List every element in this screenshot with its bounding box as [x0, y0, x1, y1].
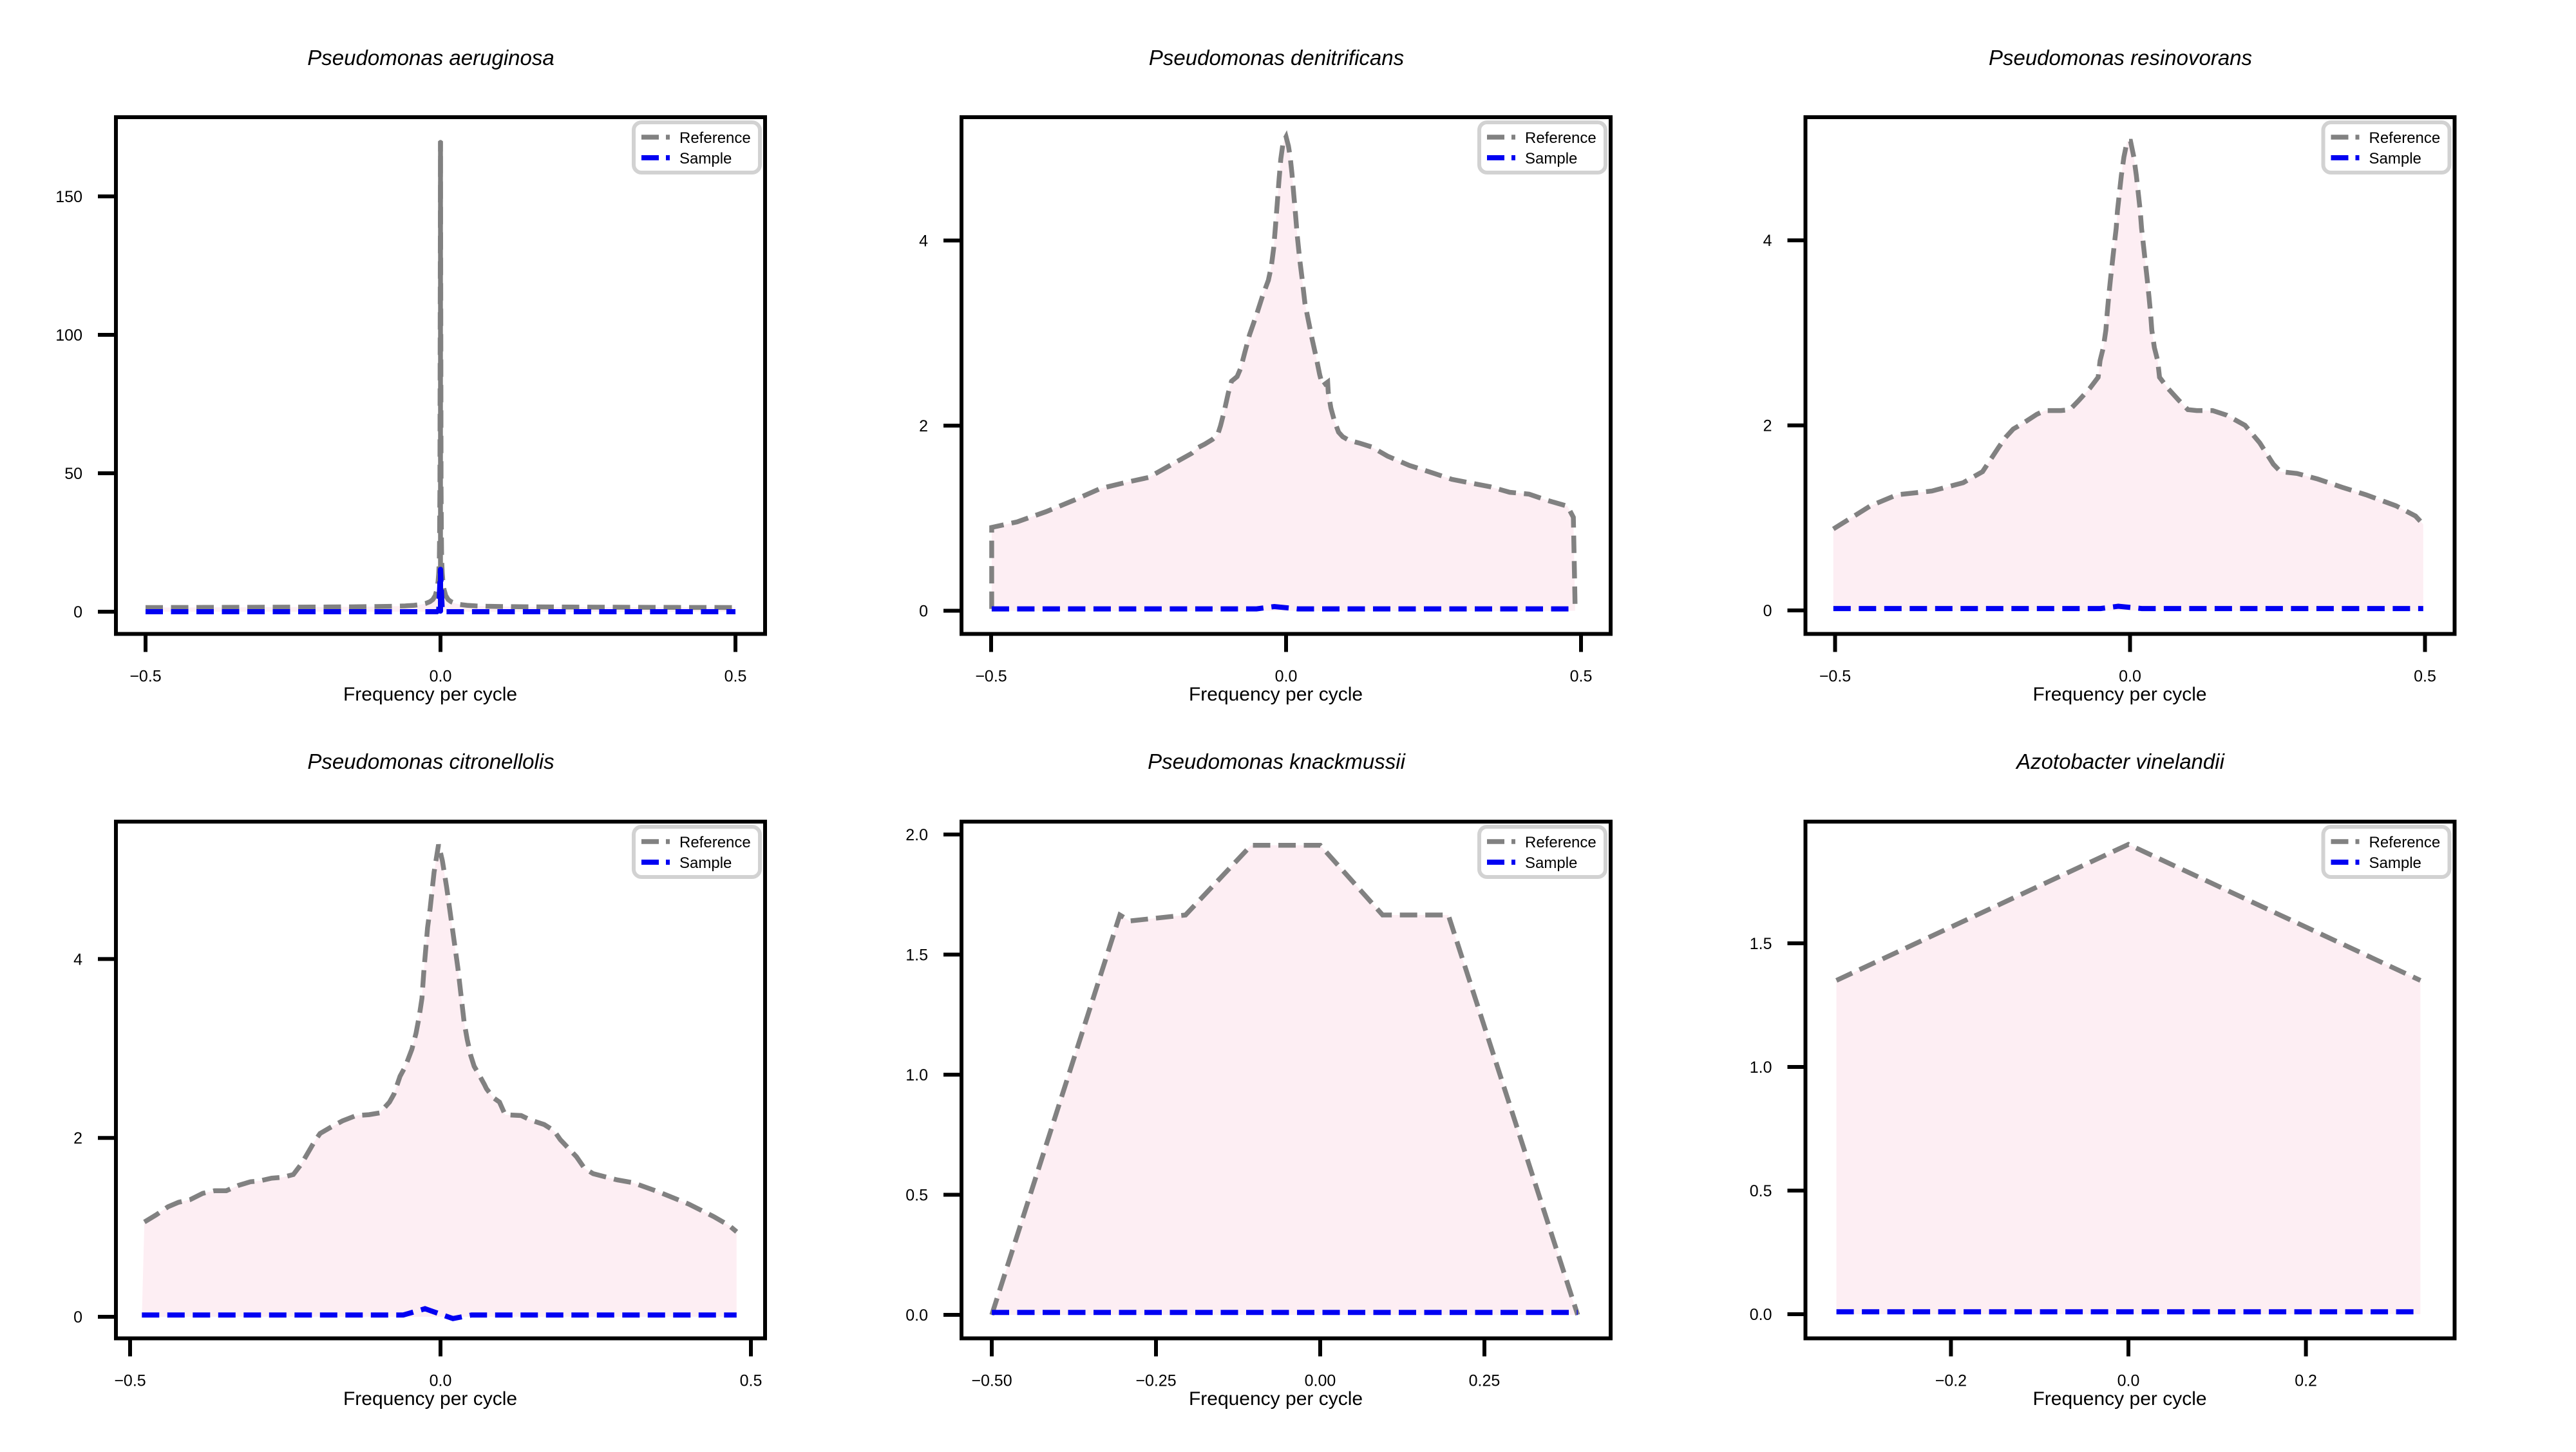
- svg-text:0.5: 0.5: [905, 1187, 928, 1205]
- svg-text:−0.2: −0.2: [1935, 1372, 1967, 1390]
- svg-text:Reference: Reference: [2369, 129, 2441, 147]
- svg-text:1.5: 1.5: [905, 947, 928, 965]
- svg-text:−0.25: −0.25: [1135, 1372, 1176, 1390]
- svg-text:0.0: 0.0: [2119, 668, 2141, 686]
- svg-text:Frequency per cycle: Frequency per cycle: [2032, 1388, 2206, 1410]
- svg-text:0: 0: [73, 603, 82, 621]
- svg-text:2: 2: [919, 417, 928, 435]
- svg-text:Sample: Sample: [679, 854, 732, 872]
- svg-text:Frequency per cycle: Frequency per cycle: [1189, 684, 1363, 705]
- svg-text:1.0: 1.0: [905, 1066, 928, 1084]
- svg-text:Sample: Sample: [1525, 150, 1577, 167]
- svg-text:0.5: 0.5: [2414, 668, 2436, 686]
- svg-text:Sample: Sample: [2369, 854, 2421, 872]
- svg-text:0.5: 0.5: [1570, 668, 1593, 686]
- svg-text:0.5: 0.5: [724, 668, 747, 686]
- svg-text:0.0: 0.0: [430, 668, 452, 686]
- svg-text:−0.5: −0.5: [975, 668, 1007, 686]
- svg-text:−0.5: −0.5: [1819, 668, 1851, 686]
- svg-text:Frequency per cycle: Frequency per cycle: [2032, 684, 2206, 705]
- svg-text:0.0: 0.0: [1275, 668, 1298, 686]
- svg-text:0: 0: [919, 603, 928, 621]
- svg-text:Sample: Sample: [679, 150, 732, 167]
- svg-text:Pseudomonas citronellolis: Pseudomonas citronellolis: [307, 750, 554, 773]
- svg-text:0.00: 0.00: [1305, 1372, 1336, 1390]
- svg-text:4: 4: [73, 950, 82, 968]
- svg-text:150: 150: [55, 188, 82, 206]
- svg-text:−0.50: −0.50: [971, 1372, 1012, 1390]
- svg-text:0: 0: [1763, 602, 1772, 620]
- svg-text:1.0: 1.0: [1750, 1059, 1772, 1077]
- svg-text:Sample: Sample: [2369, 150, 2421, 167]
- svg-text:Pseudomonas denitrificans: Pseudomonas denitrificans: [1149, 46, 1404, 70]
- svg-text:0: 0: [73, 1308, 82, 1326]
- svg-text:Pseudomonas resinovorans: Pseudomonas resinovorans: [1989, 46, 2252, 70]
- svg-text:2: 2: [73, 1129, 82, 1147]
- svg-text:0.0: 0.0: [1750, 1306, 1772, 1324]
- svg-text:1.5: 1.5: [1750, 935, 1772, 953]
- svg-text:Azotobacter vinelandii: Azotobacter vinelandii: [2015, 750, 2226, 773]
- svg-text:Frequency per cycle: Frequency per cycle: [1189, 1388, 1363, 1410]
- svg-text:0.0: 0.0: [2117, 1372, 2140, 1390]
- svg-text:0.0: 0.0: [430, 1372, 452, 1390]
- svg-text:Frequency per cycle: Frequency per cycle: [343, 1388, 517, 1410]
- svg-text:−0.5: −0.5: [129, 668, 161, 686]
- svg-text:Reference: Reference: [2369, 834, 2441, 851]
- svg-text:2: 2: [1763, 417, 1772, 435]
- svg-text:Reference: Reference: [679, 129, 751, 147]
- svg-text:0.5: 0.5: [740, 1372, 762, 1390]
- svg-text:Sample: Sample: [1525, 854, 1577, 872]
- svg-text:−0.5: −0.5: [114, 1372, 146, 1390]
- svg-text:0.0: 0.0: [905, 1306, 928, 1325]
- svg-text:0.25: 0.25: [1469, 1372, 1501, 1390]
- svg-text:Frequency per cycle: Frequency per cycle: [343, 684, 517, 705]
- svg-text:Pseudomonas knackmussii: Pseudomonas knackmussii: [1148, 750, 1406, 773]
- svg-text:0.5: 0.5: [1750, 1182, 1772, 1200]
- svg-text:50: 50: [64, 465, 82, 483]
- svg-text:Reference: Reference: [679, 834, 751, 851]
- svg-text:0.2: 0.2: [2295, 1372, 2317, 1390]
- svg-text:Reference: Reference: [1525, 834, 1596, 851]
- svg-text:4: 4: [919, 232, 928, 250]
- svg-text:Pseudomonas aeruginosa: Pseudomonas aeruginosa: [307, 46, 554, 70]
- svg-text:4: 4: [1763, 232, 1772, 250]
- svg-text:2.0: 2.0: [905, 826, 928, 844]
- svg-text:100: 100: [55, 326, 82, 344]
- svg-text:Reference: Reference: [1525, 129, 1596, 147]
